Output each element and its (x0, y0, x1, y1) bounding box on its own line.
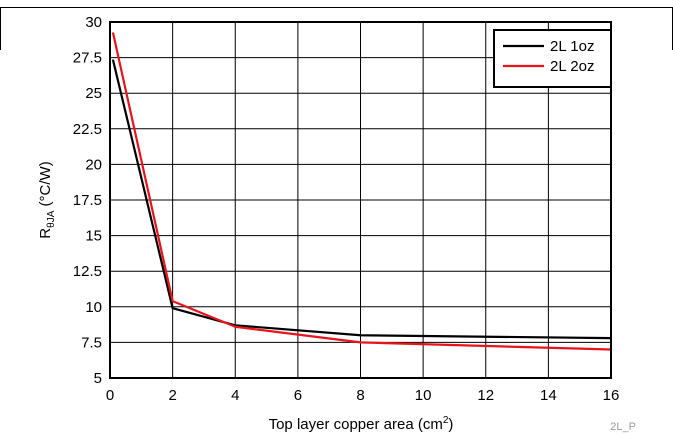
y-tick-label: 22.5 (73, 121, 102, 138)
y-axis-title: RθJA (°C/W) (37, 161, 57, 238)
y-tick-label: 30 (85, 14, 102, 31)
x-tick-label: 10 (415, 387, 432, 404)
data-point-2L-1oz (112, 59, 115, 62)
legend: 2L 1oz 2L 2oz (493, 29, 612, 88)
y-tick-label: 12.5 (73, 263, 102, 280)
y-tick-label: 10 (85, 299, 102, 316)
y-tick-label: 5 (94, 370, 102, 387)
data-point-2L-2oz (112, 32, 115, 35)
x-tick-label: 6 (294, 387, 302, 404)
x-tick-label: 12 (477, 387, 494, 404)
y-tick-label: 25 (85, 85, 102, 102)
legend-label-2L-2oz: 2L 2oz (550, 58, 594, 75)
data-point-2L-2oz (359, 341, 362, 344)
y-tick-label: 27.5 (73, 50, 102, 67)
series-line-2L-1oz (112, 60, 612, 340)
plot-area-border (109, 21, 612, 379)
x-tick-label: 14 (540, 387, 557, 404)
y-axis-tick-labels: 5 7.5 10 12.5 15 17.5 20 22.5 25 27.5 30 (73, 14, 102, 387)
data-point-2L-1oz (359, 334, 362, 337)
x-tick-label: 4 (231, 387, 239, 404)
series-layer (112, 32, 613, 351)
y-tick-label: 7.5 (81, 334, 102, 351)
y-tick-label: 20 (85, 156, 102, 173)
y-tick-label: 15 (85, 228, 102, 245)
x-tick-label: 8 (356, 387, 364, 404)
x-tick-label: 16 (603, 387, 620, 404)
data-point-2L-2oz (234, 325, 237, 328)
figure-id: 2L_P (610, 421, 636, 433)
legend-label-2L-1oz: 2L 1oz (550, 38, 594, 55)
y-tick-label: 17.5 (73, 192, 102, 209)
x-tick-label: 2 (168, 387, 176, 404)
data-point-2L-1oz (171, 307, 174, 310)
x-tick-label: 0 (106, 387, 114, 404)
x-axis-tick-labels: 0 2 4 6 8 10 12 14 16 (106, 387, 620, 404)
data-point-2L-2oz (171, 300, 174, 303)
x-axis-title: Top layer copper area (cm2) (269, 415, 454, 433)
legend-box (493, 29, 612, 88)
